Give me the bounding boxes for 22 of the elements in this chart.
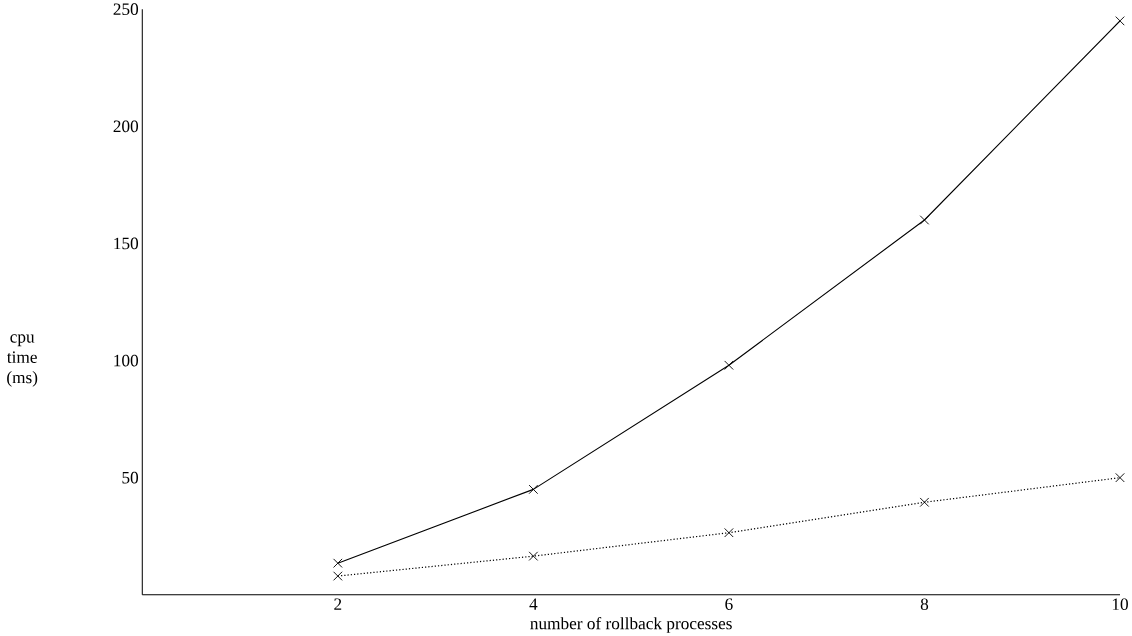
point <box>333 571 343 581</box>
x-tick-label: 4 <box>529 598 538 610</box>
x-tick-label: 2 <box>334 598 342 610</box>
point <box>919 215 930 225</box>
y-tick-label: 200 <box>113 120 139 133</box>
point <box>333 558 343 568</box>
x-tick-label: 8 <box>920 598 929 610</box>
point <box>919 497 930 507</box>
point <box>1115 16 1125 26</box>
x-axis-title: number of rollback processes <box>530 616 732 633</box>
x-tick-label: 10 <box>1112 598 1128 610</box>
point <box>528 484 539 495</box>
point <box>528 551 539 561</box>
y-tick-label: 250 <box>113 3 139 15</box>
point <box>724 360 734 370</box>
y-tick-label: 50 <box>122 471 139 484</box>
y-tick-label: 150 <box>114 237 139 250</box>
point <box>724 527 734 538</box>
y-axis-title: cpu time (ms) <box>7 334 38 387</box>
point <box>1115 472 1125 483</box>
x-tick-label: 6 <box>725 598 733 610</box>
y-tick-label: 100 <box>114 354 139 367</box>
